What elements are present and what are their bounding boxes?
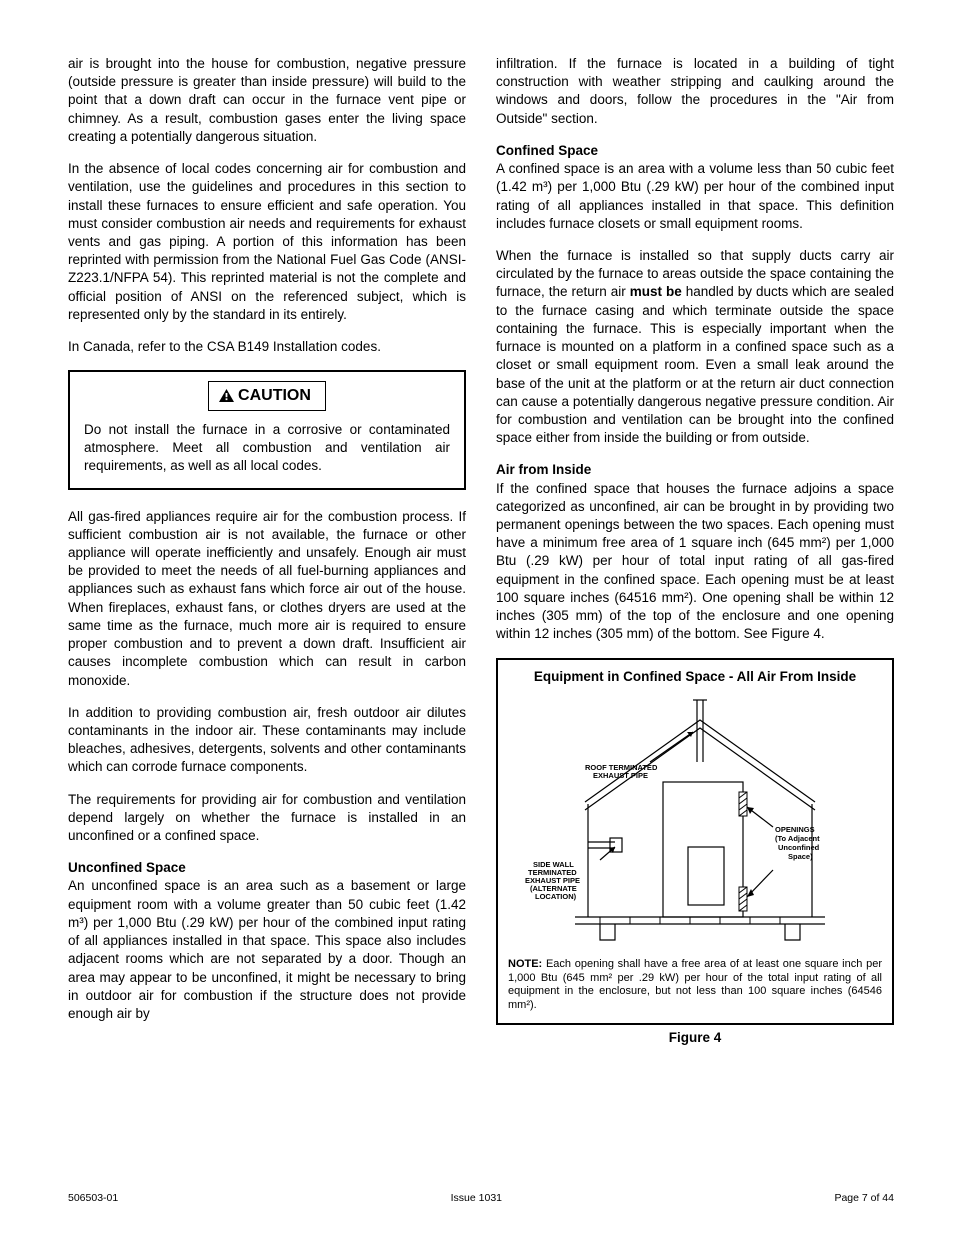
heading-confined: Confined Space xyxy=(496,142,894,160)
heading-unconfined: Unconfined Space xyxy=(68,859,466,877)
figure-title: Equipment in Confined Space - All Air Fr… xyxy=(508,668,882,686)
para: air is brought into the house for combus… xyxy=(68,55,466,146)
para: An unconfined space is an area such as a… xyxy=(68,877,466,1023)
para: A confined space is an area with a volum… xyxy=(496,160,894,233)
svg-text:OPENINGS: OPENINGS xyxy=(775,825,815,834)
para: In the absence of local codes concerning… xyxy=(68,160,466,324)
page-footer: 506503-01 Issue 1031 Page 7 of 44 xyxy=(68,1191,894,1205)
svg-text:LOCATION): LOCATION) xyxy=(535,892,577,901)
heading-air-inside: Air from Inside xyxy=(496,461,894,479)
caution-body: Do not install the furnace in a corrosiv… xyxy=(84,422,450,473)
para: The requirements for providing air for c… xyxy=(68,791,466,846)
para: In Canada, refer to the CSA B149 Install… xyxy=(68,338,466,356)
figure-caption: Figure 4 xyxy=(496,1029,894,1047)
para: When the furnace is installed so that su… xyxy=(496,247,894,447)
para: In addition to providing combustion air,… xyxy=(68,704,466,777)
caution-box: CAUTION Do not install the furnace in a … xyxy=(68,370,466,489)
right-column: infiltration. If the furnace is located … xyxy=(496,55,894,1047)
footer-pagenum: Page 7 of 44 xyxy=(834,1191,894,1205)
figure-4-diagram: ROOF TERMINATED EXHAUST PIPE SIDE WALL T… xyxy=(515,692,875,952)
para: If the confined space that houses the fu… xyxy=(496,480,894,644)
content-columns: air is brought into the house for combus… xyxy=(68,55,894,1047)
warning-icon xyxy=(219,389,234,402)
figure-4-box: Equipment in Confined Space - All Air Fr… xyxy=(496,658,894,1025)
svg-text:EXHAUST PIPE: EXHAUST PIPE xyxy=(593,771,648,780)
figure-note: NOTE: Each opening shall have a free are… xyxy=(508,958,882,1013)
svg-text:(To Adjacent: (To Adjacent xyxy=(775,834,820,843)
caution-label: CAUTION xyxy=(208,381,326,411)
svg-text:Space): Space) xyxy=(788,852,813,861)
svg-text:Unconfined: Unconfined xyxy=(778,843,820,852)
para: All gas-fired appliances require air for… xyxy=(68,508,466,690)
caution-text: CAUTION xyxy=(238,387,311,404)
footer-issue: Issue 1031 xyxy=(451,1191,502,1205)
left-column: air is brought into the house for combus… xyxy=(68,55,466,1047)
footer-docnum: 506503-01 xyxy=(68,1191,118,1205)
para: infiltration. If the furnace is located … xyxy=(496,55,894,128)
